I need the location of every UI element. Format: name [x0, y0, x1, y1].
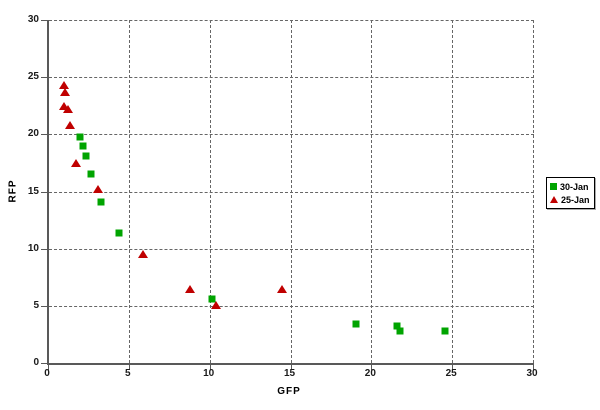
y-axis-tick [41, 248, 47, 250]
data-point-30-Jan [82, 152, 90, 160]
x-tick-label: 0 [44, 368, 50, 379]
x-tick-label: 30 [526, 368, 538, 379]
y-gridline [49, 191, 534, 193]
legend-item-30-Jan: 30-Jan [550, 180, 590, 193]
data-point-30-Jan [396, 327, 404, 335]
y-tick-label: 25 [27, 71, 39, 83]
legend-marker-triangle-icon [550, 196, 558, 203]
data-point-25-Jan [184, 284, 195, 293]
x-axis-tick [452, 365, 454, 370]
data-point-25-Jan [210, 300, 221, 309]
y-axis-tick [41, 191, 47, 193]
x-tick-label: 10 [203, 368, 215, 379]
y-tick-label: 5 [33, 299, 39, 311]
x-axis-tick [290, 365, 292, 370]
y-gridline [49, 248, 534, 250]
y-gridline [49, 305, 534, 307]
x-tick-label: 25 [445, 368, 457, 379]
data-point-30-Jan [352, 320, 360, 328]
data-point-25-Jan [137, 250, 148, 259]
x-tick-label: 15 [283, 368, 296, 379]
y-axis-tick [41, 20, 47, 21]
y-axis-tick [41, 305, 47, 307]
y-tick-label: 0 [33, 357, 39, 368]
y-tick-label: 10 [27, 242, 39, 254]
legend: 30-Jan 25-Jan [546, 177, 595, 209]
x-axis-tick [533, 365, 534, 370]
y-gridline [49, 77, 534, 79]
plot-area [41, 20, 534, 370]
data-point-30-Jan [208, 295, 216, 303]
data-point-30-Jan [441, 327, 449, 335]
y-axis-tick [41, 134, 47, 136]
legend-label: 30-Jan [560, 181, 589, 192]
data-point-30-Jan [87, 170, 95, 178]
y-gridline [49, 134, 534, 136]
data-point-25-Jan [63, 105, 74, 114]
data-point-25-Jan [58, 81, 69, 90]
x-tick-label: 20 [364, 368, 376, 379]
legend-item-25-Jan: 25-Jan [550, 193, 590, 206]
data-point-30-Jan [393, 322, 401, 330]
data-point-30-Jan [115, 229, 123, 237]
y-gridline [49, 20, 534, 21]
x-axis-tick [371, 365, 373, 370]
x-axis-tick [48, 365, 49, 370]
x-axis-tick [128, 365, 130, 370]
y-axis-tick [41, 363, 47, 364]
legend-marker-square-icon [550, 183, 557, 190]
data-point-25-Jan [92, 185, 103, 194]
legend-label: 25-Jan [561, 194, 590, 205]
x-axis-tick [209, 365, 211, 370]
data-point-30-Jan [76, 133, 84, 141]
y-tick-label: 20 [27, 128, 39, 140]
data-point-30-Jan [97, 198, 105, 206]
x-tick-label: 5 [125, 368, 131, 379]
data-point-25-Jan [71, 158, 82, 167]
y-tick-label: 30 [27, 14, 39, 25]
x-axis-title: GFP [277, 386, 301, 397]
y-axis-tick [41, 77, 47, 79]
data-point-30-Jan [79, 142, 87, 150]
data-point-25-Jan [60, 88, 71, 97]
data-point-25-Jan [276, 284, 287, 293]
data-point-25-Jan [65, 121, 76, 130]
y-tick-label: 15 [27, 185, 39, 197]
